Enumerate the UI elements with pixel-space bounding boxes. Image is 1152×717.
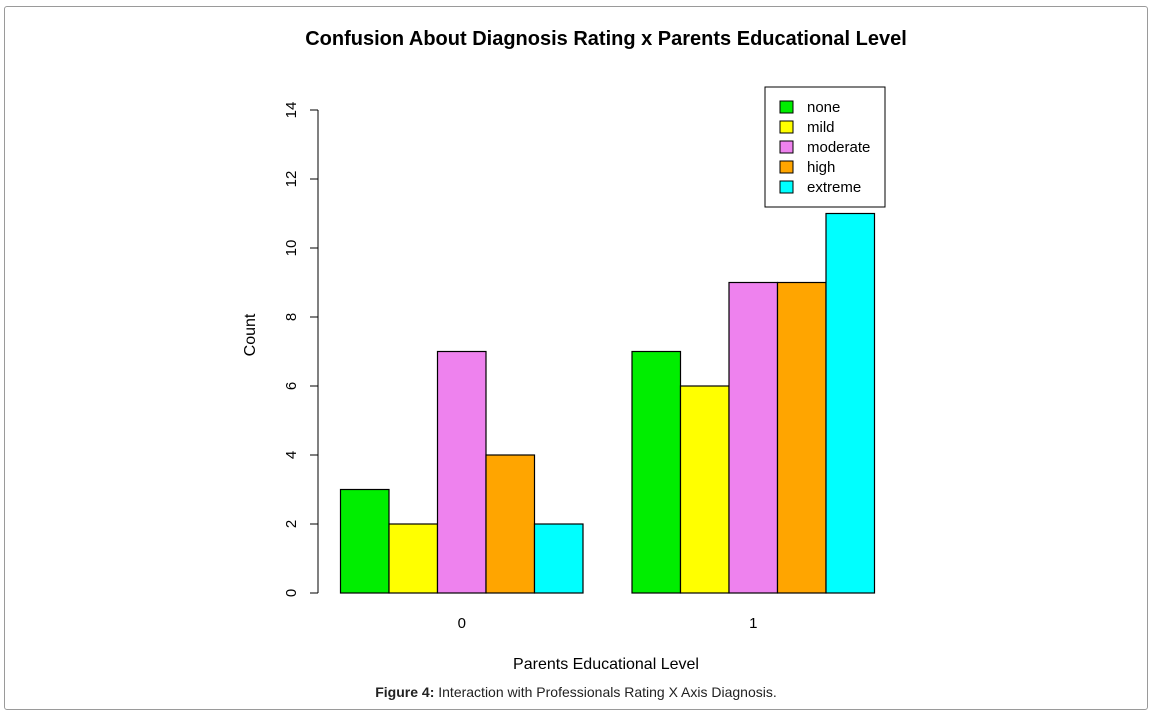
y-tick-label: 6: [283, 382, 300, 390]
y-tick-label: 2: [283, 520, 300, 528]
bar-none-1: [631, 350, 682, 594]
y-tick-label: 10: [283, 240, 300, 257]
figure-caption: Figure 4: Interaction with Professionals…: [0, 684, 1152, 700]
caption-text: Interaction with Professionals Rating X …: [434, 684, 777, 700]
legend-swatch-extreme: [779, 180, 794, 194]
legend-swatch-mild: [779, 120, 794, 134]
x-tick-label-0: 0: [458, 615, 466, 632]
legend-swatch-high: [779, 160, 794, 174]
legend-label-extreme: extreme: [807, 179, 861, 196]
bar-mild-0: [388, 523, 439, 594]
legend-label-mild: mild: [807, 119, 835, 136]
bar-high-0: [485, 454, 536, 594]
bar-high-1: [776, 281, 827, 594]
chart-title: Confusion About Diagnosis Rating x Paren…: [305, 28, 907, 50]
legend-label-none: none: [807, 99, 840, 116]
x-axis-label: Parents Educational Level: [513, 656, 699, 673]
y-tick-label: 12: [283, 171, 300, 188]
bar-none-0: [339, 488, 390, 594]
caption-label: Figure 4:: [375, 684, 435, 700]
x-tick-label-1: 1: [749, 615, 757, 632]
bars-group: [339, 212, 876, 594]
y-axis-label: Count: [242, 313, 259, 356]
bar-extreme-0: [533, 523, 584, 594]
bar-extreme-1: [825, 212, 876, 594]
bar-mild-1: [679, 385, 730, 594]
legend-swatch-moderate: [779, 140, 794, 154]
legend: none mild moderate high extreme: [764, 86, 886, 208]
y-tick-label: 8: [283, 313, 300, 321]
bar-moderate-1: [728, 281, 779, 594]
bar-moderate-0: [436, 350, 487, 594]
y-tick-label: 4: [283, 451, 300, 459]
legend-label-moderate: moderate: [807, 139, 870, 156]
legend-swatch-none: [779, 100, 794, 114]
legend-label-high: high: [807, 159, 835, 176]
y-tick-label: 14: [283, 102, 300, 119]
y-tick-label: 0: [283, 589, 300, 597]
y-axis: 0 2 4 6 8 10 12 14: [283, 102, 319, 597]
